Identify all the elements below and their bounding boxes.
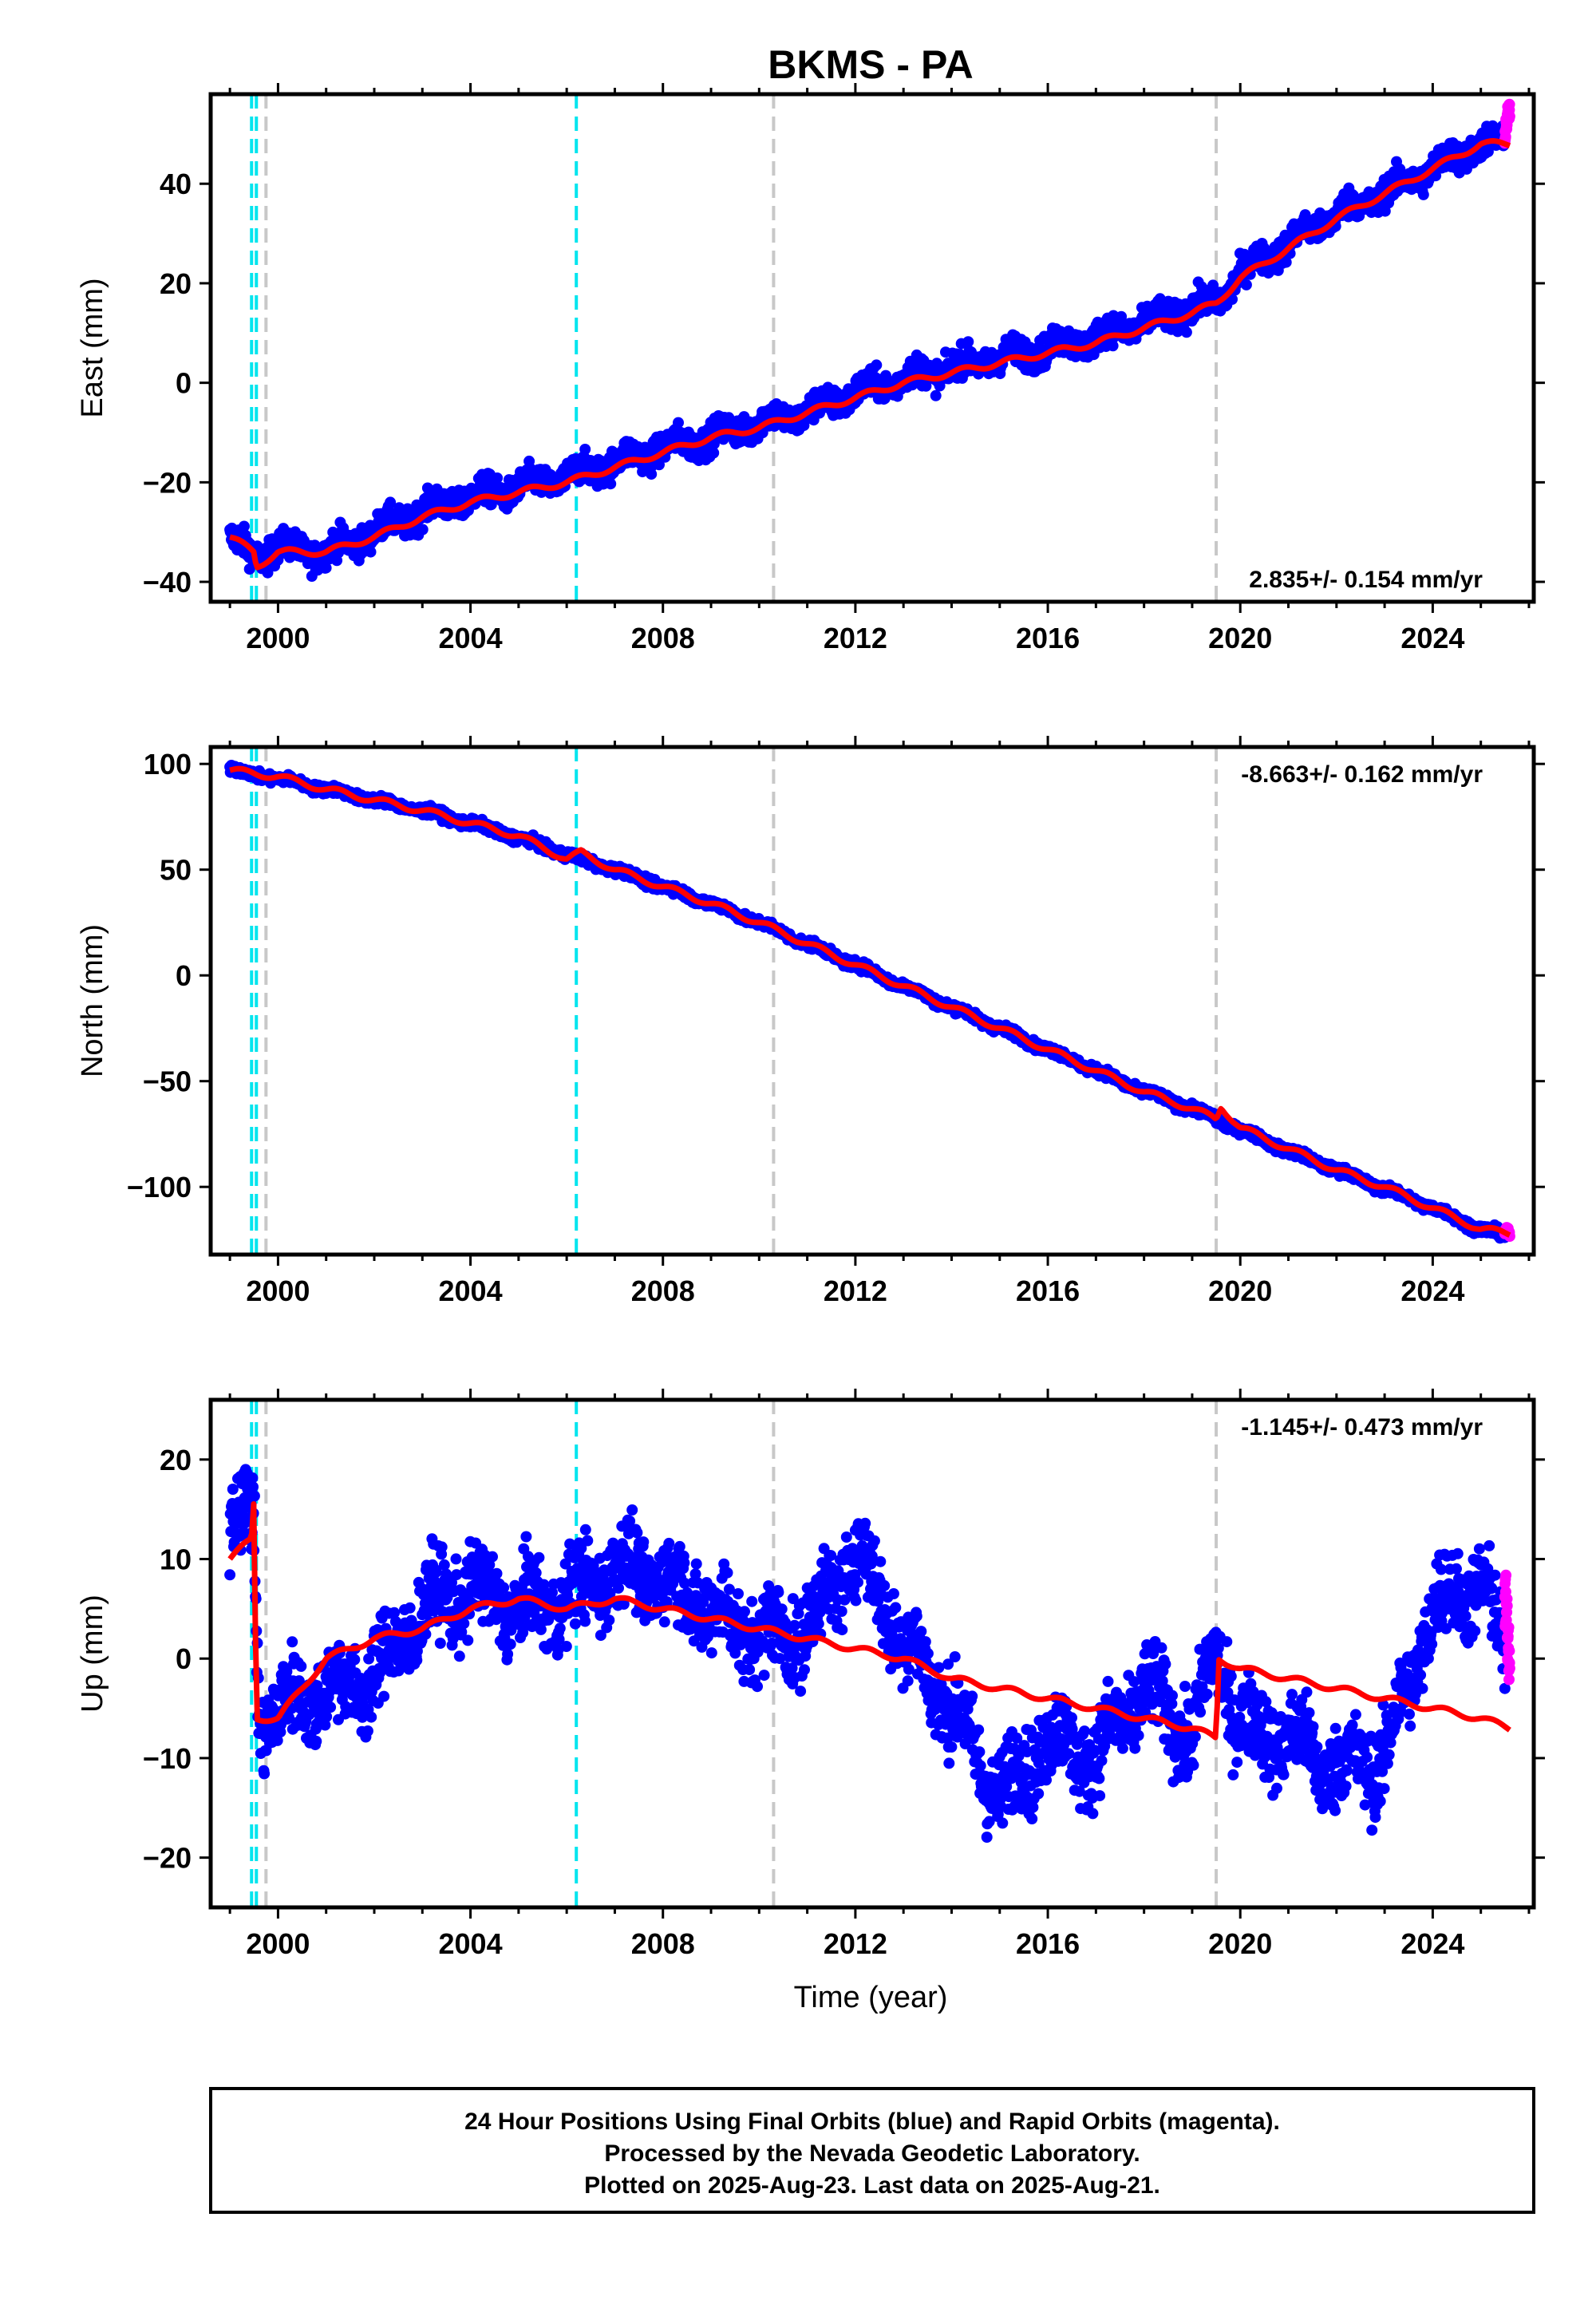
final-orbits-series xyxy=(224,120,1511,582)
data-point xyxy=(579,444,591,455)
y-tick-label: 0 xyxy=(176,367,192,400)
model-fit-line xyxy=(228,138,1511,571)
y-tick-label: 20 xyxy=(160,267,192,300)
rate-annotation: 2.835+/- 0.154 mm/yr xyxy=(1249,567,1483,593)
data-point xyxy=(1107,340,1119,352)
x-tick-label: 2000 xyxy=(246,622,310,654)
x-tick-label: 2004 xyxy=(439,622,503,654)
plot-area xyxy=(224,747,1515,1255)
data-point xyxy=(1180,326,1192,338)
data-point xyxy=(365,546,377,558)
data-point xyxy=(1240,279,1252,290)
data-point xyxy=(1482,146,1494,157)
x-tick-label: 2016 xyxy=(1016,622,1080,654)
data-point xyxy=(1280,256,1292,268)
data-point xyxy=(421,482,433,494)
data-point xyxy=(385,496,397,508)
data-point xyxy=(930,389,942,401)
y-tick-label: −20 xyxy=(143,466,192,499)
data-point xyxy=(605,478,617,490)
data-point xyxy=(1430,170,1442,182)
panel-east: 2000 2004 2008 2012 2016 2020 2024 −40 −20 0 20 40 E… xyxy=(76,83,1545,654)
data-point xyxy=(238,520,250,532)
plot-frame xyxy=(208,92,1536,604)
data-point xyxy=(654,459,665,471)
data-point xyxy=(492,472,504,484)
y-axis-label: East (mm) xyxy=(76,278,109,417)
data-point xyxy=(934,380,946,392)
plot-area xyxy=(224,94,1515,602)
data-point xyxy=(1116,310,1128,322)
data-point xyxy=(871,359,883,371)
data-point xyxy=(1207,279,1219,291)
data-point xyxy=(1503,98,1515,110)
y-tick-label: −40 xyxy=(143,566,192,599)
data-point xyxy=(962,336,974,348)
final-orbits-series xyxy=(224,760,1511,1244)
x-tick-label: 2020 xyxy=(1208,622,1272,654)
data-point xyxy=(262,567,274,579)
data-point xyxy=(417,524,429,536)
data-point xyxy=(1417,188,1429,200)
data-point xyxy=(920,380,932,392)
panel-north: 2000 2004 2008 2012 2016 2020 2024−100−5005010… xyxy=(76,736,1545,1307)
x-tick-label: 2012 xyxy=(824,622,887,654)
x-tick-label: 2008 xyxy=(631,622,695,654)
data-point xyxy=(708,447,720,459)
data-point xyxy=(673,417,684,429)
x-tick-label: 2024 xyxy=(1400,622,1464,654)
y-tick-label: 40 xyxy=(160,168,192,200)
chart-title: BKMS - PA xyxy=(768,42,973,87)
data-point xyxy=(320,562,332,574)
data-point xyxy=(1503,110,1515,122)
